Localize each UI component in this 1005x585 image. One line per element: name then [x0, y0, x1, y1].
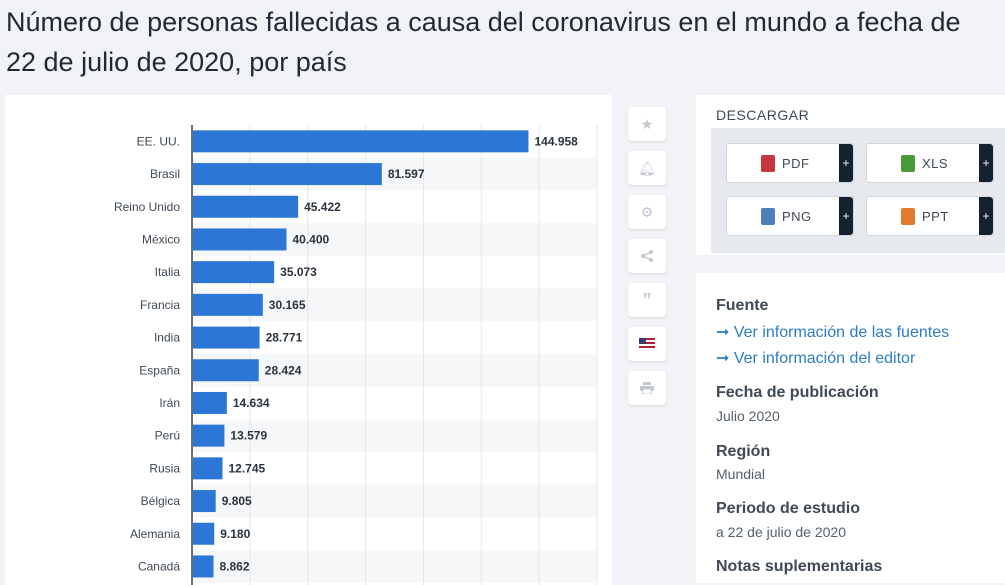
pdf-file-icon: [761, 154, 775, 172]
category-label: México: [142, 232, 180, 246]
bar: [193, 326, 260, 349]
favorite-button[interactable]: ★: [628, 107, 666, 141]
bar: [193, 261, 275, 284]
bar: [193, 293, 263, 316]
value-label: 12.745: [228, 461, 265, 475]
download-png-button[interactable]: PNG +: [726, 196, 854, 236]
xls-plus-icon[interactable]: +: [979, 144, 993, 182]
value-label: 45.422: [304, 200, 341, 214]
value-label: 40.400: [292, 232, 329, 246]
png-file-icon: [761, 207, 775, 225]
region-value: Mundial: [716, 466, 766, 482]
download-xls-button[interactable]: XLS +: [866, 143, 994, 183]
row-stripe: [192, 419, 597, 452]
category-label: España: [139, 363, 180, 377]
study-period-value: a 22 de julio de 2020: [716, 524, 846, 540]
chart-card: EE. UU. 144.958 Brasil 81.597 Reino Unido 45.…: [5, 95, 612, 585]
publication-date-heading: Fecha de publicación: [716, 384, 879, 401]
source-heading: Fuente: [716, 297, 769, 314]
category-label: Brasil: [150, 167, 180, 181]
category-label: Rusia: [149, 461, 180, 475]
star-icon: ★: [640, 115, 654, 132]
flag-icon: [639, 338, 655, 350]
page-title: Número de personas fallecidas a causa de…: [6, 7, 961, 77]
cite-button[interactable]: ”: [628, 283, 666, 317]
print-button[interactable]: [628, 371, 666, 405]
value-label: 81.597: [388, 167, 425, 181]
value-label: 144.958: [534, 134, 578, 148]
chart-toolbar: ★ 🔔︎ ⚙ ”: [628, 107, 668, 415]
ppt-file-icon: [901, 207, 915, 225]
gear-icon: ⚙: [640, 203, 654, 220]
category-label: Irán: [159, 396, 180, 410]
bell-icon: 🔔︎: [638, 159, 656, 176]
pdf-plus-icon[interactable]: +: [839, 144, 853, 182]
bar-chart: EE. UU. 144.958 Brasil 81.597 Reino Unido 45.…: [114, 125, 598, 585]
category-label: Perú: [155, 429, 180, 443]
region-heading: Región: [716, 443, 771, 460]
category-label: India: [154, 331, 180, 345]
value-label: 30.165: [269, 298, 306, 312]
bar: [193, 359, 259, 382]
xls-file-icon: [901, 154, 915, 172]
study-period-heading: Periodo de estudio: [716, 500, 861, 517]
category-label: Francia: [140, 298, 180, 312]
share-icon: [641, 250, 653, 262]
value-label: 28.424: [265, 363, 302, 377]
bar: [193, 391, 227, 414]
category-label: Canadá: [138, 559, 180, 573]
bar: [193, 228, 287, 251]
value-label: 8.862: [220, 559, 250, 573]
category-label: EE. UU.: [137, 134, 180, 148]
value-label: 14.634: [233, 396, 270, 410]
category-label: Reino Unido: [114, 200, 180, 214]
ppt-plus-icon[interactable]: +: [979, 197, 993, 235]
bar: [193, 457, 223, 480]
download-heading: DESCARGAR: [716, 107, 810, 123]
download-options: PDF + XLS + PNG + PPT +: [711, 128, 1005, 253]
settings-button[interactable]: ⚙: [628, 195, 666, 229]
info-panel: Fuente ➞ Ver información de las fuentes …: [696, 273, 1005, 583]
language-button[interactable]: [628, 327, 666, 361]
category-label: Alemania: [130, 527, 180, 541]
row-stripe: [192, 353, 597, 387]
value-label: 28.771: [266, 331, 303, 345]
value-label: 9.805: [222, 494, 252, 508]
category-label: Italia: [155, 265, 181, 279]
editor-info-link[interactable]: ➞ Ver información del editor: [716, 350, 916, 367]
value-label: 9.180: [220, 527, 250, 541]
bar: [193, 522, 215, 545]
bar: [193, 424, 225, 447]
download-pdf-button[interactable]: PDF +: [726, 143, 854, 183]
bar: [193, 555, 214, 578]
notification-button[interactable]: 🔔︎: [628, 151, 666, 185]
quote-icon: ”: [642, 289, 652, 310]
row-stripe: [192, 550, 597, 583]
bar: [193, 490, 216, 513]
category-label: Bélgica: [141, 494, 181, 508]
download-ppt-button[interactable]: PPT +: [866, 196, 994, 236]
png-plus-icon[interactable]: +: [839, 197, 853, 235]
notes-heading: Notas suplementarias: [716, 558, 883, 575]
publication-date-value: Julio 2020: [716, 408, 780, 424]
bar: [193, 195, 299, 218]
value-label: 35.073: [280, 265, 317, 279]
bar: [193, 163, 382, 186]
row-stripe: [192, 484, 597, 518]
download-panel: DESCARGAR PDF + XLS + PNG + PPT +: [696, 95, 1005, 255]
bar: [193, 130, 529, 153]
value-label: 13.579: [230, 429, 267, 443]
print-icon: [640, 382, 654, 394]
share-button[interactable]: [628, 239, 666, 273]
source-info-link[interactable]: ➞ Ver información de las fuentes: [716, 324, 950, 341]
